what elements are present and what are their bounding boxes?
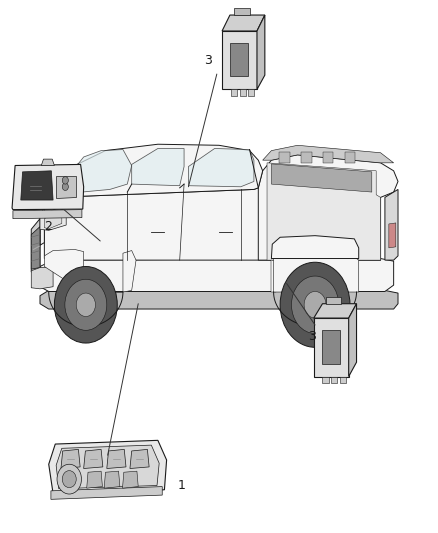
Polygon shape [41,159,54,165]
Circle shape [304,292,326,318]
Polygon shape [56,176,76,198]
Polygon shape [87,471,102,488]
Polygon shape [272,164,372,192]
Polygon shape [272,236,359,259]
Polygon shape [31,268,53,289]
Polygon shape [323,152,333,163]
Polygon shape [51,487,162,499]
Polygon shape [104,471,120,488]
Polygon shape [248,90,254,96]
Polygon shape [49,440,166,494]
Polygon shape [314,304,357,318]
Polygon shape [132,149,184,185]
Polygon shape [188,149,254,187]
Polygon shape [340,376,346,383]
Polygon shape [231,90,237,96]
Polygon shape [44,249,136,292]
Polygon shape [56,445,159,489]
Polygon shape [322,376,328,383]
Text: 3: 3 [307,330,315,343]
Polygon shape [62,150,132,193]
Polygon shape [222,31,257,90]
Polygon shape [234,8,250,15]
Polygon shape [279,152,290,163]
Polygon shape [272,260,276,292]
Polygon shape [31,227,40,269]
Circle shape [280,262,350,348]
Polygon shape [12,165,84,209]
Text: 3: 3 [204,54,212,67]
Polygon shape [53,144,263,197]
Text: 2: 2 [44,220,52,233]
Polygon shape [257,15,265,90]
Polygon shape [301,152,311,163]
Circle shape [76,293,95,317]
Polygon shape [44,212,62,229]
Polygon shape [240,90,246,96]
Polygon shape [123,471,138,488]
Polygon shape [31,219,40,277]
Polygon shape [84,449,103,469]
Polygon shape [21,171,53,200]
Polygon shape [107,449,126,469]
Circle shape [54,266,117,343]
Polygon shape [40,290,398,309]
Polygon shape [274,257,359,292]
Polygon shape [230,43,248,76]
Polygon shape [314,318,349,376]
Circle shape [62,176,68,184]
Polygon shape [349,304,357,376]
Polygon shape [44,188,381,260]
Polygon shape [321,330,340,364]
Polygon shape [222,15,265,31]
Polygon shape [258,155,398,260]
Polygon shape [326,297,341,304]
Polygon shape [61,449,80,469]
Polygon shape [385,189,398,260]
Polygon shape [130,449,149,469]
Polygon shape [13,209,82,219]
Circle shape [291,276,339,334]
Polygon shape [263,146,394,163]
Circle shape [57,464,81,494]
Circle shape [65,279,107,330]
Circle shape [62,471,76,488]
Polygon shape [267,163,381,260]
Polygon shape [331,376,337,383]
Polygon shape [40,259,394,292]
Text: 1: 1 [178,479,186,492]
Polygon shape [389,223,396,248]
Polygon shape [345,152,355,163]
Circle shape [62,183,68,190]
Polygon shape [40,208,66,230]
Polygon shape [40,187,97,245]
Polygon shape [68,175,78,189]
